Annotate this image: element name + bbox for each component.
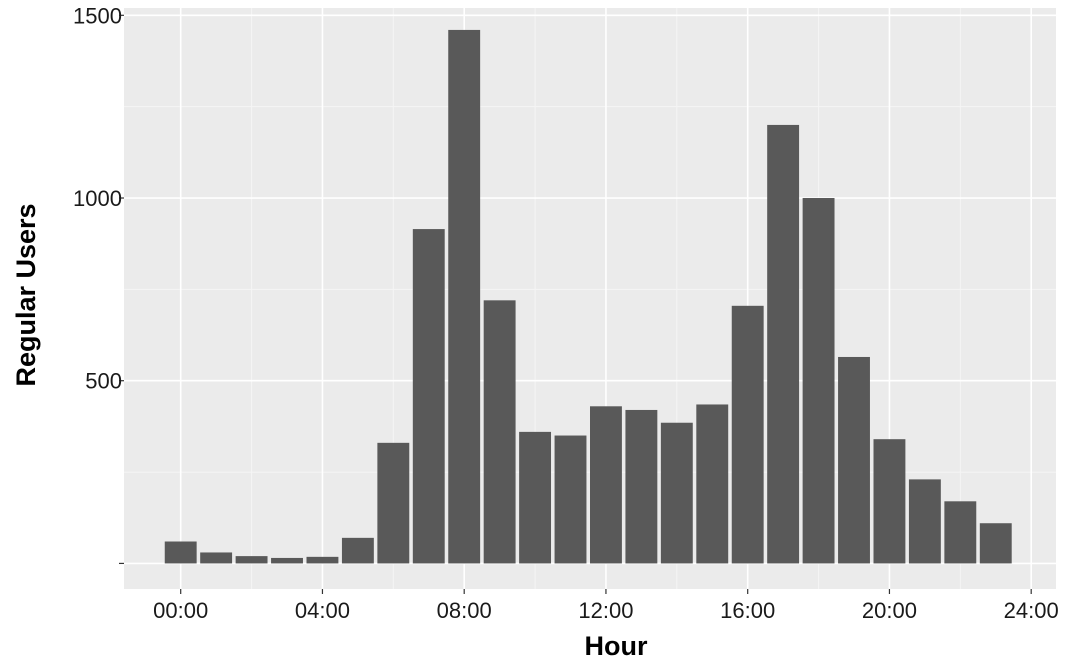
x-tick-label: 24:00	[1004, 598, 1059, 623]
x-axis-ticks: 00:00 04:00 08:00 12:00 16:00 20:00 24:00	[153, 589, 1059, 623]
bar	[944, 501, 977, 564]
bar	[767, 124, 800, 564]
bar	[696, 404, 729, 564]
x-tick-label: 20:00	[862, 598, 917, 623]
bar	[908, 479, 941, 564]
y-tick-label: 500	[85, 369, 122, 394]
bar	[377, 442, 410, 564]
bar	[271, 557, 303, 564]
x-axis-title: Hour	[585, 631, 648, 661]
bar	[200, 552, 233, 564]
x-tick-label: 04:00	[295, 598, 350, 623]
bar	[519, 431, 552, 564]
bar	[412, 229, 445, 564]
bar	[873, 439, 906, 564]
x-tick-label: 00:00	[153, 598, 208, 623]
y-axis-ticks: 500 1000 1500	[73, 3, 124, 565]
bar	[235, 556, 268, 564]
bar	[590, 406, 622, 564]
x-tick-label: 08:00	[437, 598, 492, 623]
major-gridlines	[124, 8, 1056, 589]
x-tick-label: 16:00	[720, 598, 775, 623]
bar	[341, 537, 374, 564]
bar	[660, 422, 693, 564]
bar	[625, 409, 658, 564]
bars	[164, 29, 1012, 564]
bar	[483, 300, 516, 564]
bar	[554, 435, 587, 564]
y-tick-label: 1000	[73, 186, 122, 211]
y-tick-label: 1500	[73, 3, 122, 28]
x-tick-label: 12:00	[578, 598, 633, 623]
bar	[306, 556, 339, 564]
bar	[838, 356, 870, 564]
bar	[731, 305, 764, 564]
bar	[164, 541, 197, 564]
y-axis-title: Regular Users	[11, 203, 41, 386]
bar	[802, 198, 835, 564]
bar	[979, 523, 1012, 564]
bar	[448, 29, 481, 564]
